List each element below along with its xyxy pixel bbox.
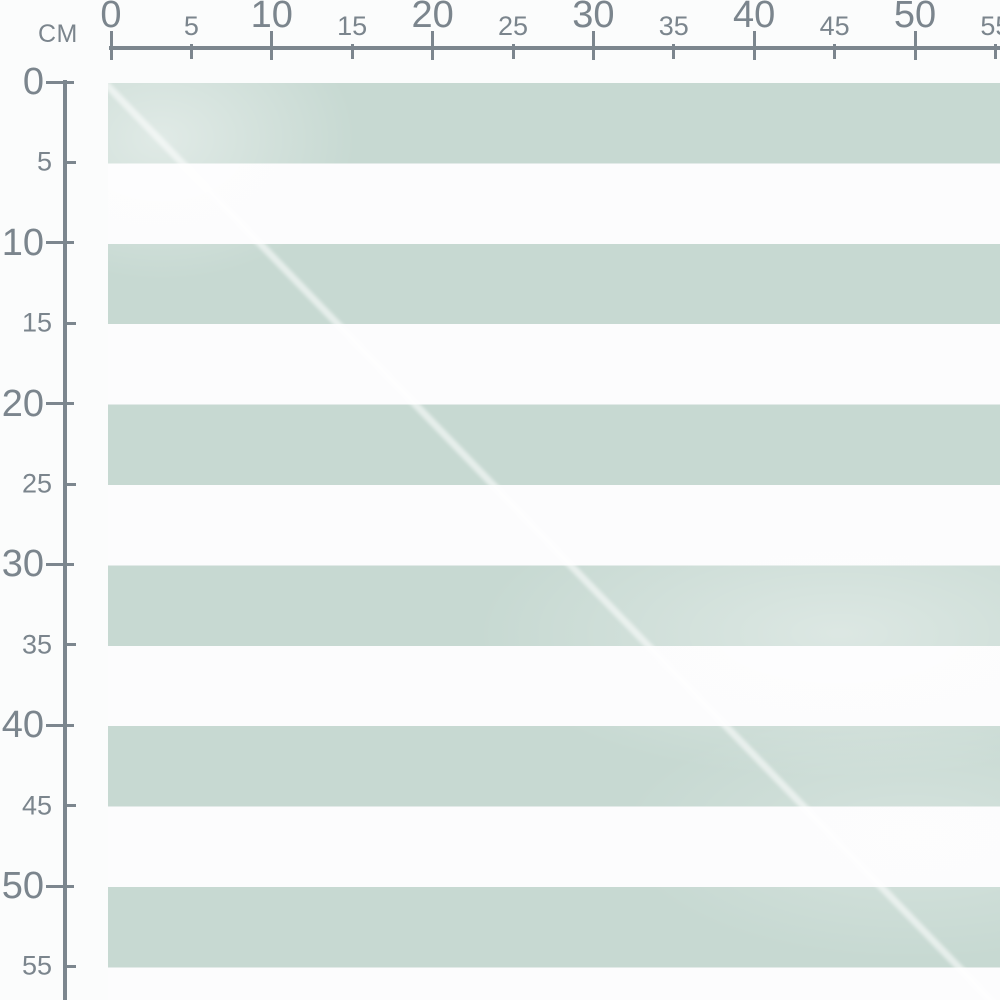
top-ruler-number-0: 0 [100,0,122,36]
left-ruler-tick-45 [63,804,76,808]
left-ruler-tick-5 [63,160,76,164]
left-ruler-tick-20 [46,402,74,406]
left-ruler-number-0: 0 [22,61,44,103]
left-ruler-number-55: 55 [21,950,52,981]
left-ruler-tick-0 [46,80,74,84]
top-ruler-tick-0 [109,31,113,60]
top-ruler-tick-5 [189,44,193,59]
top-ruler-number-10: 10 [250,0,293,36]
top-ruler-number-25: 25 [497,11,529,41]
left-ruler-tick-30 [46,562,74,566]
top-ruler: 0 5 10 15 20 25 30 35 40 45 50 55 [0,0,1000,70]
top-ruler-number-35: 35 [658,11,689,41]
top-ruler-tick-10 [270,31,274,60]
left-ruler-number-10: 10 [1,221,44,264]
left-ruler-tick-40 [46,723,74,727]
left-ruler-number-40: 40 [1,704,44,747]
top-ruler-number-15: 15 [337,11,368,41]
left-ruler-line [63,80,67,1000]
top-ruler-tick-25 [511,44,515,59]
top-ruler-tick-35 [672,44,676,59]
top-ruler-tick-15 [350,44,354,59]
top-ruler-tick-20 [431,31,435,60]
left-ruler-number-20: 20 [1,382,44,425]
top-ruler-number-55: 55 [980,11,1000,41]
left-ruler-tick-55 [63,964,76,968]
top-ruler-number-50: 50 [893,0,937,36]
top-ruler-line [109,46,1000,50]
top-ruler-tick-45 [833,44,837,59]
top-ruler-number-45: 45 [819,11,850,41]
top-ruler-tick-40 [752,31,756,60]
left-ruler-tick-15 [63,321,76,325]
left-ruler: 0 5 10 15 20 25 30 35 40 45 50 55 [0,0,110,1000]
left-ruler-tick-10 [46,241,74,245]
left-ruler-number-50: 50 [1,865,44,907]
left-ruler-number-30: 30 [1,543,44,586]
top-ruler-number-5: 5 [183,11,199,41]
left-ruler-tick-35 [63,643,76,647]
left-ruler-number-35: 35 [21,629,52,660]
left-ruler-number-25: 25 [21,468,52,499]
top-ruler-number-30: 30 [572,0,615,36]
left-ruler-number-5: 5 [36,146,52,177]
left-ruler-number-45: 45 [21,790,52,821]
top-ruler-number-20: 20 [411,0,454,36]
top-ruler-tick-30 [591,31,595,60]
top-ruler-number-40: 40 [733,0,776,36]
left-ruler-number-15: 15 [21,307,52,338]
top-ruler-tick-55 [993,44,997,59]
fabric-swatch-preview [108,83,1000,1000]
left-ruler-tick-50 [46,884,74,888]
top-ruler-tick-50 [913,31,917,60]
left-ruler-tick-25 [63,482,76,486]
pattern-repeat-seam [108,83,1000,1000]
ruler-unit-label: CM [38,20,78,48]
